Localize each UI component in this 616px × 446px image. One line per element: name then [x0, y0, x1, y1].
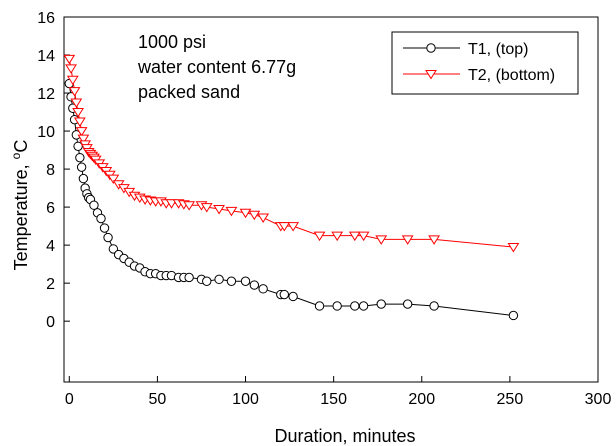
x-tick-label: 250 [497, 391, 524, 408]
data-point [332, 301, 342, 311]
data-point [202, 276, 212, 286]
y-tick-label: 10 [37, 124, 55, 141]
data-point [89, 200, 99, 210]
x-tick-label: 200 [408, 391, 435, 408]
data-point [426, 43, 436, 53]
data-point [65, 64, 77, 74]
data-point [358, 301, 369, 311]
annotation-line: 1000 psi [138, 32, 206, 52]
data-point [184, 272, 194, 283]
data-point [249, 280, 260, 290]
data-point [70, 98, 83, 108]
x-axis-label: Duration, minutes [274, 426, 415, 446]
legend-box [391, 31, 579, 95]
x-tick-label: 150 [320, 391, 347, 408]
data-point [214, 274, 224, 285]
annotation-line: packed sand [138, 82, 240, 102]
data-point [108, 244, 119, 254]
y-tick-label: 2 [46, 276, 55, 293]
data-point [76, 162, 87, 172]
data-point [66, 75, 79, 86]
y-tick-label: 4 [46, 238, 55, 255]
data-point [107, 174, 120, 185]
data-point [77, 134, 90, 145]
y-tick-label: 0 [46, 314, 55, 331]
data-point [257, 213, 270, 224]
data-point [278, 222, 291, 232]
x-tick-label: 50 [149, 391, 167, 408]
data-point [225, 206, 238, 217]
data-point [313, 231, 326, 242]
data-point [348, 231, 361, 242]
series-line [68, 83, 514, 316]
data-point [375, 235, 388, 245]
data-point [73, 117, 86, 128]
data-point [248, 210, 261, 221]
data-point [331, 231, 344, 242]
data-point [63, 54, 76, 65]
data-point [288, 291, 298, 302]
y-tick-label: 6 [46, 200, 55, 217]
axes: 0 50 100 150 200 250 300 0 2 4 6 8 10 12 14 16 [37, 10, 611, 408]
data-point [78, 173, 89, 184]
legend-label-t1: T1, (top) [468, 41, 528, 58]
y-axis-label-sup: o [9, 152, 23, 159]
data-point [279, 289, 289, 300]
y-tick-label: 14 [37, 48, 55, 65]
data-point [425, 70, 437, 80]
y-tick-label: 12 [37, 86, 55, 103]
series-2 [63, 54, 520, 253]
data-point [103, 232, 113, 243]
data-point [75, 127, 88, 137]
series-1 [64, 78, 519, 321]
y-axis-label-unit: C [11, 140, 31, 153]
data-point [68, 87, 81, 97]
x-tick-label: 100 [232, 391, 259, 408]
data-point [429, 301, 439, 311]
legend: T1, (top) T2, (bottom) [391, 31, 579, 95]
data-point [226, 276, 237, 286]
data-point [402, 299, 413, 309]
data-point [75, 152, 85, 163]
data-point [401, 235, 414, 245]
y-axis-label: Temperature, oC [9, 140, 31, 271]
data-point [314, 301, 325, 311]
data-point [165, 199, 178, 209]
data-point [72, 108, 85, 118]
data-point [73, 141, 83, 151]
data-point [99, 223, 110, 233]
data-point [239, 208, 252, 219]
x-tick-label: 300 [585, 391, 612, 408]
x-tick-label: 0 [65, 391, 74, 408]
y-axis-label-text: Temperature, [11, 159, 31, 270]
data-point [508, 310, 519, 321]
data-point [183, 201, 196, 211]
data-point [258, 284, 268, 294]
plot-frame [63, 16, 599, 383]
y-tick-label: 8 [46, 162, 55, 179]
series-layer [63, 54, 520, 321]
legend-label-t2: T2, (bottom) [468, 67, 555, 84]
data-point [428, 235, 441, 245]
data-point [287, 222, 300, 232]
data-point [240, 276, 251, 286]
annotation-line: water content 6.77g [137, 57, 296, 77]
data-point [96, 213, 106, 224]
annotation-block: 1000 psi water content 6.77g packed sand [137, 32, 296, 102]
data-point [357, 231, 370, 242]
data-point [213, 205, 225, 215]
data-point [507, 243, 520, 253]
data-point [350, 301, 360, 311]
data-point [200, 203, 213, 213]
data-point [376, 299, 386, 309]
y-tick-label: 16 [37, 10, 55, 27]
